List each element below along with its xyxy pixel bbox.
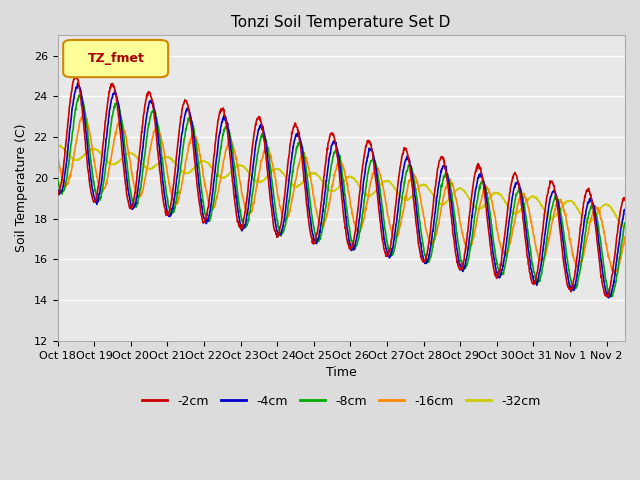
- Title: Tonzi Soil Temperature Set D: Tonzi Soil Temperature Set D: [232, 15, 451, 30]
- Legend: -2cm, -4cm, -8cm, -16cm, -32cm: -2cm, -4cm, -8cm, -16cm, -32cm: [137, 390, 545, 413]
- FancyBboxPatch shape: [63, 40, 168, 77]
- Text: TZ_fmet: TZ_fmet: [88, 52, 145, 65]
- Y-axis label: Soil Temperature (C): Soil Temperature (C): [15, 124, 28, 252]
- X-axis label: Time: Time: [326, 366, 356, 379]
